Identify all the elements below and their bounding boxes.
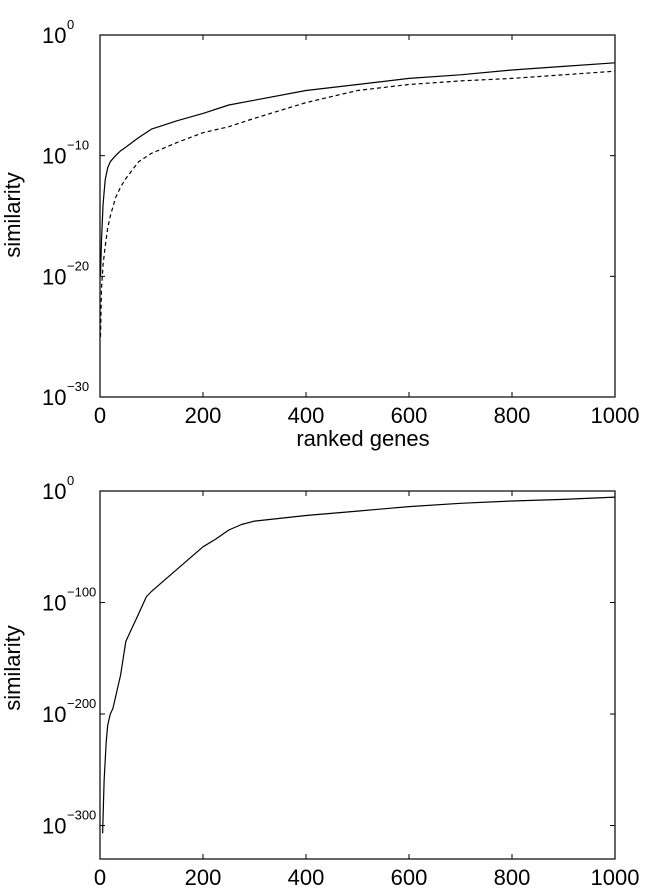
x-tick-label: 600 bbox=[391, 865, 428, 888]
y-tick-label: 10 bbox=[42, 591, 66, 616]
top-x-axis-title: ranked genes bbox=[296, 426, 429, 451]
y-tick-label: 10 bbox=[42, 702, 66, 727]
bottom-y-axis-title: similarity bbox=[0, 625, 25, 711]
y-tick-exponent: 0 bbox=[67, 473, 74, 488]
x-tick-label: 200 bbox=[185, 865, 222, 888]
y-tick-exponent: −200 bbox=[67, 696, 96, 711]
bottom-plot-frame bbox=[99, 490, 616, 860]
x-tick-label: 0 bbox=[94, 865, 106, 888]
x-tick-label: 200 bbox=[185, 403, 222, 428]
y-tick-exponent: −100 bbox=[67, 585, 96, 600]
bottom-series-group bbox=[102, 496, 616, 834]
y-tick-label: 10 bbox=[42, 23, 66, 48]
x-tick-label: 1000 bbox=[591, 865, 640, 888]
x-tick-label: 1000 bbox=[591, 403, 640, 428]
solid-series-line bbox=[99, 62, 616, 277]
top-y-axis-title: similarity bbox=[0, 172, 25, 258]
solid-series-line bbox=[102, 496, 616, 834]
y-tick-exponent: −30 bbox=[67, 379, 89, 394]
y-tick-exponent: −300 bbox=[67, 808, 96, 823]
y-tick-label: 10 bbox=[42, 264, 66, 289]
x-tick-label: 800 bbox=[494, 403, 531, 428]
y-tick-exponent: −10 bbox=[67, 138, 89, 153]
x-tick-label: 400 bbox=[288, 865, 325, 888]
x-tick-label: 600 bbox=[391, 403, 428, 428]
y-tick-label: 10 bbox=[42, 385, 66, 410]
x-tick-label: 0 bbox=[94, 403, 106, 428]
y-tick-label: 10 bbox=[42, 814, 66, 839]
y-tick-exponent: −20 bbox=[67, 258, 89, 273]
y-tick-label: 10 bbox=[42, 479, 66, 504]
y-tick-label: 10 bbox=[42, 144, 66, 169]
dashed-series-line bbox=[99, 70, 616, 337]
x-tick-label: 800 bbox=[494, 865, 531, 888]
top-series-group bbox=[99, 62, 616, 337]
x-tick-label: 400 bbox=[288, 403, 325, 428]
y-tick-exponent: 0 bbox=[67, 17, 74, 32]
top-plot-frame bbox=[99, 34, 616, 398]
